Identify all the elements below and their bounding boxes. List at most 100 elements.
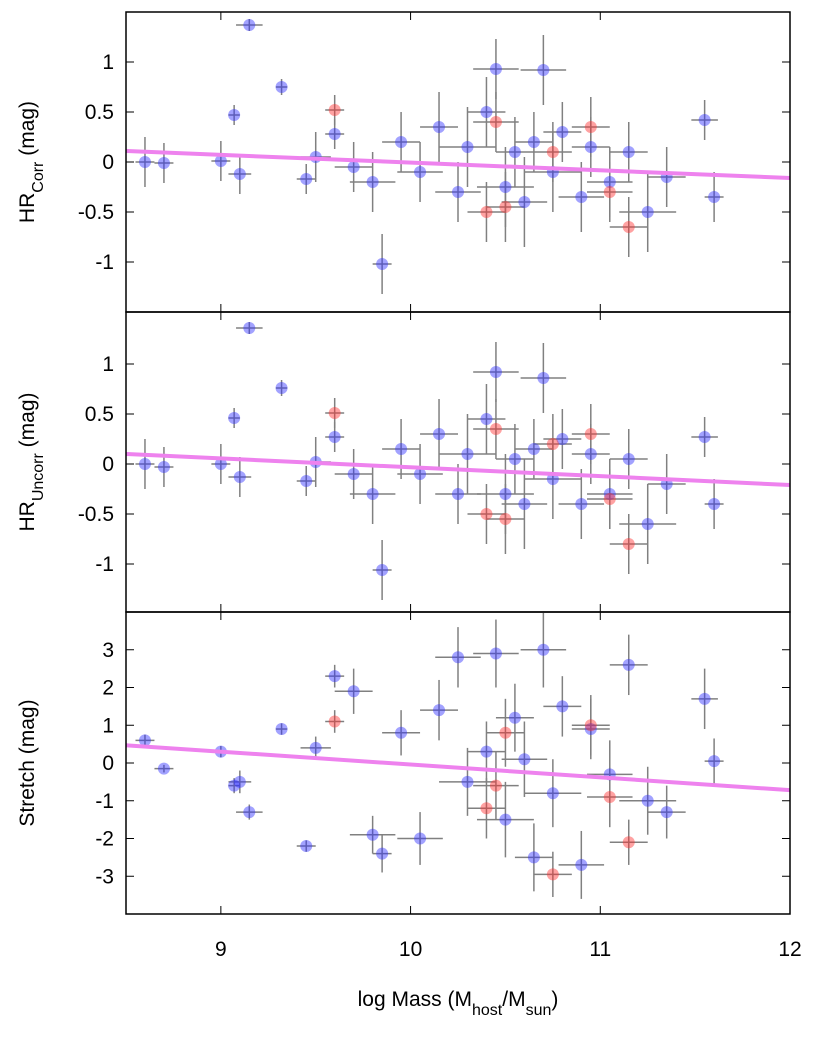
point [452, 186, 464, 198]
point [480, 413, 493, 425]
point [584, 723, 597, 736]
point [556, 700, 569, 713]
y-tick-label: 0 [102, 752, 114, 775]
point [328, 128, 341, 140]
point [433, 704, 446, 717]
point [499, 201, 512, 213]
point [546, 787, 559, 800]
point [660, 806, 673, 819]
y-axis-label-part: HR [16, 193, 39, 223]
y-tick-label: 1 [102, 714, 114, 737]
point [328, 431, 341, 443]
point [584, 141, 597, 153]
point [228, 779, 241, 792]
point [537, 372, 550, 384]
x-tick-label: 9 [215, 938, 227, 961]
point [584, 428, 597, 440]
x-tick-label: 10 [399, 938, 422, 961]
point [575, 858, 588, 871]
point [546, 438, 559, 450]
point [233, 775, 246, 788]
y-axis-label: HRCorr (mag) [16, 101, 47, 223]
point [366, 176, 379, 188]
point [233, 168, 246, 180]
x-axis-label-part: /M [502, 988, 525, 1011]
point [433, 428, 446, 440]
point [395, 726, 408, 739]
y-tick-label: 1 [102, 353, 114, 376]
fit-line [126, 452, 790, 487]
fit-line [126, 743, 790, 793]
plot-area [126, 322, 790, 600]
point [499, 813, 512, 826]
point [452, 488, 464, 500]
point [622, 658, 635, 671]
point [622, 146, 635, 158]
point [698, 431, 711, 443]
x-axis-label: log Mass (Mhost/Msun) [358, 988, 559, 1019]
point [489, 116, 502, 128]
point [347, 468, 360, 480]
point [214, 458, 227, 470]
point [698, 114, 711, 126]
point [537, 64, 550, 76]
y-tick-label: -1 [95, 790, 114, 813]
point [546, 868, 559, 881]
point [480, 106, 493, 118]
point [537, 643, 550, 656]
point [489, 423, 502, 435]
point [603, 186, 616, 198]
y-axis-label-part: Stretch (mag) [16, 699, 39, 826]
plot-area [126, 19, 790, 294]
point [622, 221, 635, 233]
point [575, 498, 588, 510]
point [641, 518, 654, 530]
y-axis-label-part: (mag) [16, 101, 39, 162]
point [546, 146, 559, 158]
x-axis-label-part: log Mass (M [358, 988, 472, 1011]
point [157, 762, 170, 775]
point [480, 508, 493, 520]
point [366, 488, 379, 500]
point [138, 458, 151, 470]
point [556, 126, 569, 138]
point [228, 412, 241, 424]
point [708, 191, 721, 203]
point [461, 775, 474, 788]
point [518, 498, 531, 510]
point [622, 836, 635, 849]
point [556, 433, 569, 445]
y-tick-label: -0.5 [78, 503, 114, 526]
point [366, 828, 379, 841]
point [309, 741, 322, 754]
point [480, 745, 493, 758]
point [328, 104, 341, 116]
y-tick-label: 1 [102, 51, 114, 74]
x-axis-label-part: host [472, 1002, 503, 1019]
point [584, 448, 597, 460]
point [414, 166, 427, 178]
point [708, 498, 721, 510]
y-tick-label: -1 [95, 553, 114, 576]
point [452, 651, 464, 664]
point [603, 790, 616, 803]
point [414, 468, 427, 480]
point [275, 382, 288, 394]
point [641, 794, 654, 807]
point [228, 109, 241, 121]
plot-area [126, 612, 790, 899]
point [300, 173, 313, 185]
point [527, 136, 540, 148]
point [489, 779, 502, 792]
y-axis-label: Stretch (mag) [16, 699, 39, 826]
point [214, 155, 227, 167]
point [499, 181, 512, 193]
point [138, 734, 151, 747]
point [376, 847, 389, 860]
point [518, 196, 531, 208]
panel: -1 -0.5 0 0.5 1 HRCorr (mag) [16, 11, 791, 313]
point [584, 719, 597, 732]
point [347, 685, 360, 698]
fit-line [126, 149, 790, 180]
